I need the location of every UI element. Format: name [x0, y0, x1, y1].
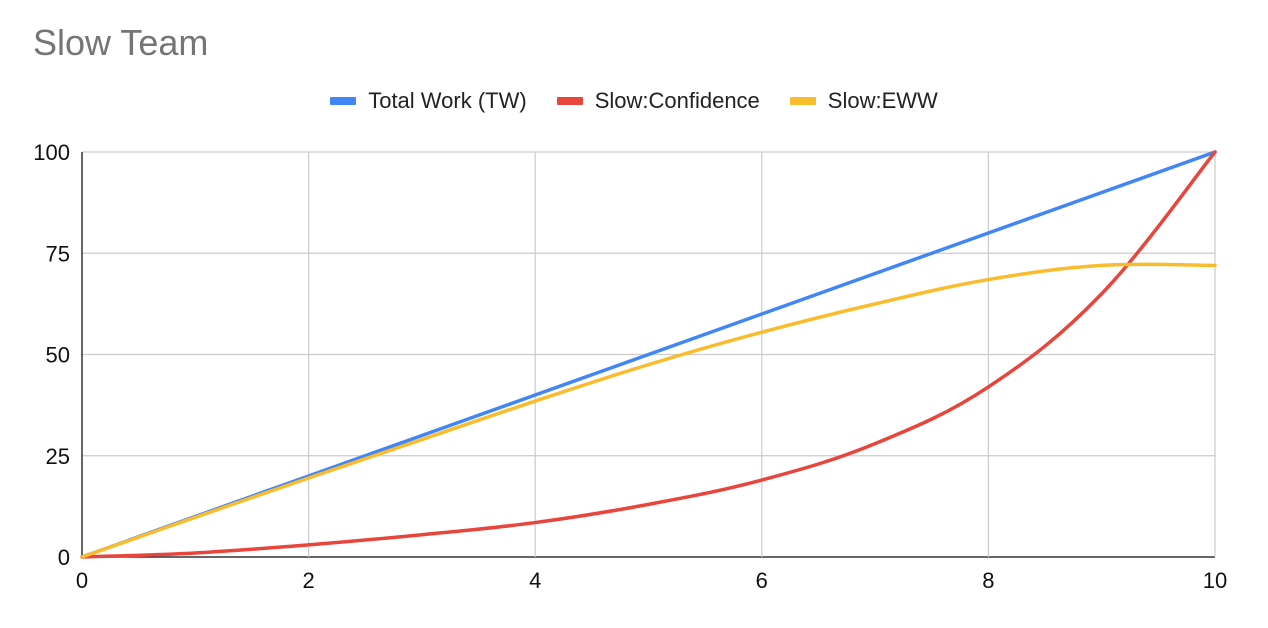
- legend-item-slow-confidence[interactable]: Slow:Confidence: [556, 88, 760, 114]
- x-tick-label: 0: [76, 568, 88, 593]
- series-line-1: [80, 150, 1217, 559]
- series-line-2: [80, 262, 1217, 559]
- y-tick-label: 25: [46, 444, 70, 469]
- chart-title: Slow Team: [33, 22, 209, 63]
- legend-swatch-slow-confidence: [556, 97, 583, 105]
- x-tick-label: 4: [529, 568, 541, 593]
- y-tick-label: 100: [33, 140, 70, 165]
- legend-item-slow-eww[interactable]: Slow:EWW: [789, 88, 938, 114]
- legend-label-total-work: Total Work (TW): [368, 88, 527, 113]
- legend-swatch-slow-eww: [789, 97, 816, 105]
- x-tick-label: 10: [1203, 568, 1227, 593]
- y-tick-label: 0: [58, 545, 70, 570]
- y-tick-label: 75: [46, 241, 70, 266]
- grid: [81, 151, 1216, 558]
- x-tick-label: 6: [756, 568, 768, 593]
- legend-item-total-work[interactable]: Total Work (TW): [330, 88, 527, 114]
- series-lines: [80, 150, 1217, 559]
- legend-label-slow-confidence: Slow:Confidence: [594, 88, 760, 113]
- legend-swatch-total-work: [330, 97, 357, 105]
- x-tick-label: 2: [302, 568, 314, 593]
- legend-label-slow-eww: Slow:EWW: [827, 88, 938, 113]
- x-tick-label: 8: [982, 568, 994, 593]
- legend: Total Work (TW) Slow:Confidence Slow:EWW: [0, 88, 1268, 114]
- y-tick-label: 50: [46, 343, 70, 368]
- tick-labels: 0 25 50 75 100 0 2 4 6 8 10: [33, 140, 1227, 593]
